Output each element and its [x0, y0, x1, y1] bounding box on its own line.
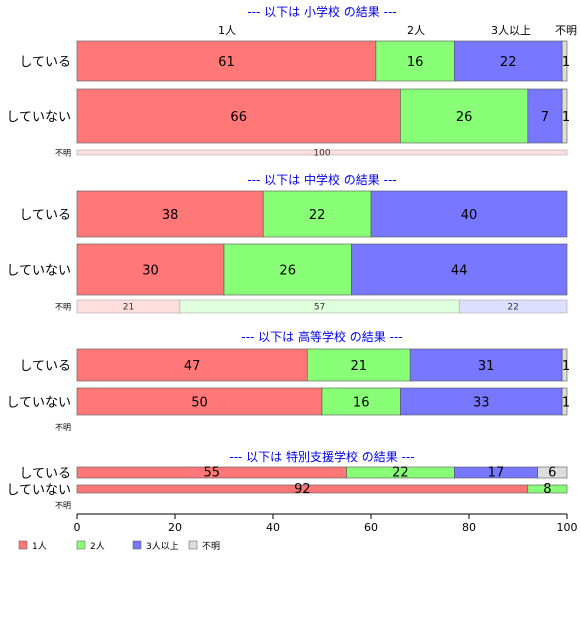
bar-segment [400, 88, 529, 144]
x-axis-tick-label: 0 [74, 521, 81, 534]
row-label: 不明 [55, 149, 71, 158]
row-label: している [19, 467, 71, 482]
legend-swatch [188, 540, 198, 550]
bar-value-label: 47 [184, 359, 201, 374]
bar-segment [76, 243, 225, 296]
bar-value-label: 16 [353, 396, 370, 411]
bar-value-label: 30 [142, 264, 159, 279]
bar-value-label: 22 [392, 466, 409, 481]
bar-value-label: 57 [314, 303, 325, 313]
bar-segment [375, 40, 455, 82]
bar-value-label: 7 [541, 110, 549, 125]
bar-segment [453, 40, 563, 82]
category-header-label: 1人 [218, 24, 236, 37]
bar-segment [458, 299, 568, 314]
bar-value-label: 61 [218, 55, 235, 70]
bar-value-label: 31 [478, 359, 495, 374]
legend-label: 1人 [32, 541, 47, 552]
row-label: している [19, 55, 71, 70]
bar-segment [351, 243, 568, 296]
bar-segment [400, 387, 563, 416]
bar-value-label: 1 [562, 359, 570, 374]
bar-value-label: 16 [407, 55, 424, 70]
row-label: 不明 [55, 303, 71, 312]
x-axis-tick-label: 60 [364, 521, 378, 534]
panel-title: --- 以下は 高等学校 の結果 --- [241, 329, 402, 344]
bar-segment [321, 387, 401, 416]
row-label: していない [6, 396, 71, 411]
category-header-label: 3人以上 [491, 24, 531, 37]
bar-segment [527, 88, 563, 144]
bar-value-label: 21 [123, 303, 134, 313]
bar-value-label: 50 [191, 396, 208, 411]
bar-segment [76, 348, 308, 382]
bar-segment [306, 348, 411, 382]
bar-segment [76, 149, 568, 156]
category-header-label: 2人 [407, 24, 425, 37]
x-axis-tick-label: 20 [168, 521, 182, 534]
legend-swatch [76, 540, 86, 550]
bar-value-label: 22 [500, 55, 517, 70]
row-label: 不明 [55, 501, 71, 510]
row-label: していない [6, 110, 71, 125]
bar-value-label: 1 [562, 110, 570, 125]
bar-value-label: 55 [203, 466, 220, 481]
bar-segment [76, 387, 323, 416]
x-axis-tick-label: 80 [462, 521, 476, 534]
panel-title: --- 以下は 特別支援学校 の結果 --- [229, 449, 414, 464]
bar-value-label: 66 [230, 110, 247, 125]
row-label: している [19, 208, 71, 223]
bar-segment [561, 40, 568, 82]
bar-segment [561, 387, 568, 416]
bar-segment [76, 88, 401, 144]
legend-label: 2人 [90, 541, 105, 552]
row-label: している [19, 359, 71, 374]
bar-value-label: 22 [309, 208, 326, 223]
bar-value-label: 8 [543, 482, 551, 497]
row-label: 不明 [55, 423, 71, 432]
bar-value-label: 26 [279, 264, 296, 279]
x-axis-tick-label: 40 [266, 521, 280, 534]
panel-title: --- 以下は 小学校 の結果 --- [247, 4, 396, 19]
bar-value-label: 6 [548, 466, 556, 481]
bar-value-label: 38 [162, 208, 179, 223]
bar-value-label: 22 [507, 303, 518, 313]
category-header-label: 不明 [555, 24, 577, 37]
bar-segment [537, 466, 568, 479]
legend-label: 3人以上 [146, 541, 179, 552]
bar-segment [561, 348, 568, 382]
bar-segment [76, 190, 264, 238]
bar-value-label: 17 [488, 466, 505, 481]
panel-title: --- 以下は 中学校 の結果 --- [247, 172, 396, 187]
row-label: していない [6, 264, 71, 279]
bar-value-label: 92 [294, 482, 311, 497]
bar-segment [76, 40, 377, 82]
bar-value-label: 44 [451, 264, 468, 279]
bar-segment [561, 88, 568, 144]
legend-label: 不明 [202, 541, 220, 552]
bar-value-label: 100 [313, 149, 330, 159]
row-label: していない [6, 483, 71, 498]
legend-swatch [18, 540, 28, 550]
legend-swatch [132, 540, 142, 550]
bar-value-label: 33 [473, 396, 490, 411]
bar-value-label: 1 [562, 55, 570, 70]
bar-value-label: 21 [350, 359, 367, 374]
bar-segment [370, 190, 568, 238]
bar-value-label: 40 [461, 208, 478, 223]
bar-segment [527, 484, 568, 494]
bar-segment [223, 243, 352, 296]
bar-segment [409, 348, 563, 382]
bar-value-label: 26 [456, 110, 473, 125]
bar-value-label: 1 [562, 396, 570, 411]
x-axis-tick-label: 100 [557, 521, 578, 534]
